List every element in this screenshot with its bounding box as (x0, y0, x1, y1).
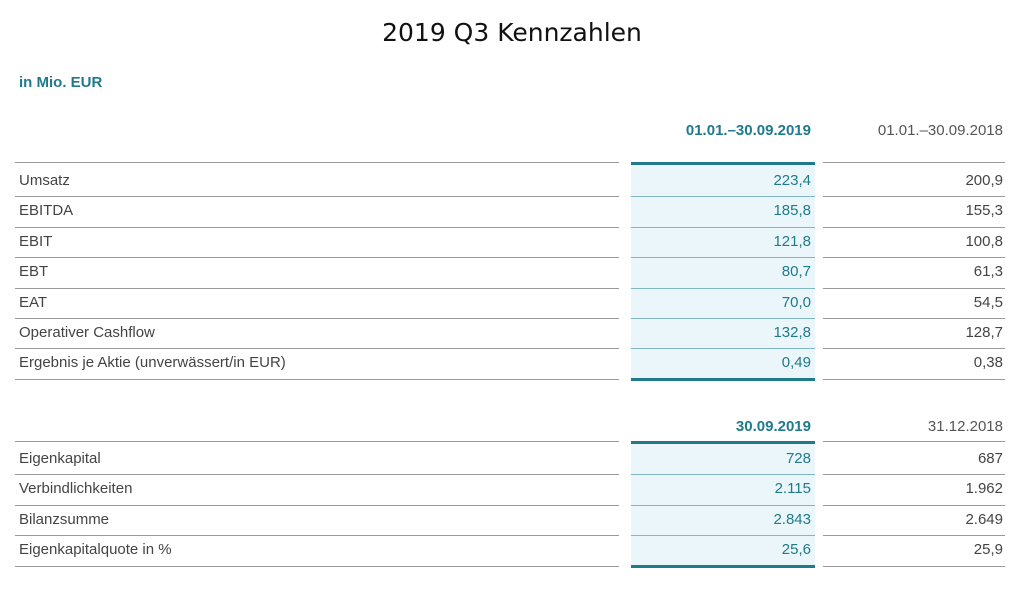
table-row: EBT 80,7 61,3 (15, 257, 1005, 287)
row-divider (15, 257, 619, 259)
row-divider (823, 287, 1005, 289)
row-divider (823, 504, 1005, 506)
section1-col-previous-header: 01.01.–30.09.2018 (877, 122, 1003, 139)
row-label: Umsatz (19, 172, 70, 189)
table-row: Eigenkapitalquote in % 25,6 25,9 (15, 535, 1005, 565)
row-value-current: 728 (785, 450, 811, 467)
row-divider (823, 318, 1005, 319)
section2-col-current-header: 30.09.2019 (735, 418, 811, 435)
section2-header-line (15, 441, 619, 442)
row-label: Bilanzsumme (19, 510, 110, 528)
table-row: Operativer Cashflow 132,8 128,7 (15, 318, 1005, 348)
row-value-previous: 100,8 (965, 232, 1003, 250)
row-label: EAT (19, 293, 48, 311)
row-value-current: 0,49 (781, 354, 811, 372)
table-row: Eigenkapital 728 687 (15, 444, 1005, 474)
table-row: Umsatz 223,4 200,9 (15, 166, 1005, 196)
section2-bottom-rule (631, 565, 815, 568)
row-divider (15, 565, 619, 567)
row-divider-current (631, 257, 815, 259)
row-divider (15, 318, 619, 319)
row-divider-current (631, 226, 815, 228)
row-divider (823, 196, 1005, 198)
page-title: 2019 Q3 Kennzahlen (382, 18, 642, 47)
row-divider (15, 474, 619, 476)
section1-header-line-right (823, 162, 1005, 163)
row-value-previous: 54,5 (973, 293, 1003, 311)
row-divider (15, 504, 619, 506)
section1-current-highlight (631, 165, 815, 379)
row-value-previous: 155,3 (965, 202, 1003, 220)
row-value-current: 80,7 (781, 263, 811, 281)
row-label: Ergebnis je Aktie (unverwässert/in EUR) (19, 354, 286, 372)
section1-col-current-header: 01.01.–30.09.2019 (685, 122, 811, 139)
row-divider-current (631, 348, 815, 350)
row-value-previous: 200,9 (965, 172, 1003, 189)
unit-label: in Mio. EUR (19, 74, 103, 91)
row-value-current: 25,6 (781, 541, 811, 559)
row-divider-current (631, 318, 815, 319)
row-value-previous: 61,3 (973, 263, 1003, 281)
section2-top-rule (631, 441, 815, 444)
row-value-current: 2.843 (773, 510, 811, 528)
row-divider (15, 287, 619, 289)
row-value-current: 223,4 (773, 172, 811, 189)
row-value-previous: 0,38 (973, 354, 1003, 372)
row-divider (15, 378, 619, 380)
row-divider (823, 348, 1005, 350)
section2-header-line-right (823, 441, 1005, 442)
row-value-current: 70,0 (781, 293, 811, 311)
table-row: EBITDA 185,8 155,3 (15, 196, 1005, 226)
row-divider-current (631, 504, 815, 506)
row-divider (823, 257, 1005, 259)
row-divider (823, 565, 1005, 567)
row-label: EBITDA (19, 202, 74, 220)
table-row: Verbindlichkeiten 2.115 1.962 (15, 474, 1005, 504)
table-row: EBIT 121,8 100,8 (15, 227, 1005, 257)
row-value-current: 121,8 (773, 232, 811, 250)
row-label: Operativer Cashflow (19, 324, 155, 341)
row-value-current: 185,8 (773, 202, 811, 220)
row-divider (823, 226, 1005, 228)
row-divider-current (631, 474, 815, 476)
section1-top-rule (631, 162, 815, 165)
row-divider-current (631, 535, 815, 537)
row-label: Eigenkapital (19, 450, 101, 467)
row-label: Verbindlichkeiten (19, 480, 133, 498)
row-value-previous: 687 (977, 450, 1003, 467)
row-divider (823, 474, 1005, 476)
row-value-current: 2.115 (774, 480, 811, 498)
row-divider (823, 378, 1005, 380)
row-value-previous: 25,9 (973, 541, 1003, 559)
row-value-previous: 2.649 (965, 510, 1003, 528)
row-divider (823, 535, 1005, 537)
row-divider (15, 196, 619, 198)
row-divider (15, 348, 619, 350)
row-divider (15, 535, 619, 537)
row-divider (15, 226, 619, 228)
row-value-previous: 1.962 (965, 480, 1003, 498)
row-divider-current (631, 287, 815, 289)
row-value-previous: 128,7 (965, 324, 1003, 341)
row-value-current: 132,8 (773, 324, 811, 341)
row-label: EBIT (19, 232, 53, 250)
table-row: Ergebnis je Aktie (unverwässert/in EUR) 0… (15, 348, 1005, 378)
section1-bottom-rule (631, 378, 815, 381)
table-row: EAT 70,0 54,5 (15, 288, 1005, 318)
row-label: Eigenkapitalquote in % (19, 541, 172, 559)
table-row: Bilanzsumme 2.843 2.649 (15, 505, 1005, 535)
section1-header-line (15, 162, 619, 163)
row-divider-current (631, 196, 815, 198)
section2-col-previous-header: 31.12.2018 (927, 418, 1003, 435)
row-label: EBT (19, 263, 49, 281)
